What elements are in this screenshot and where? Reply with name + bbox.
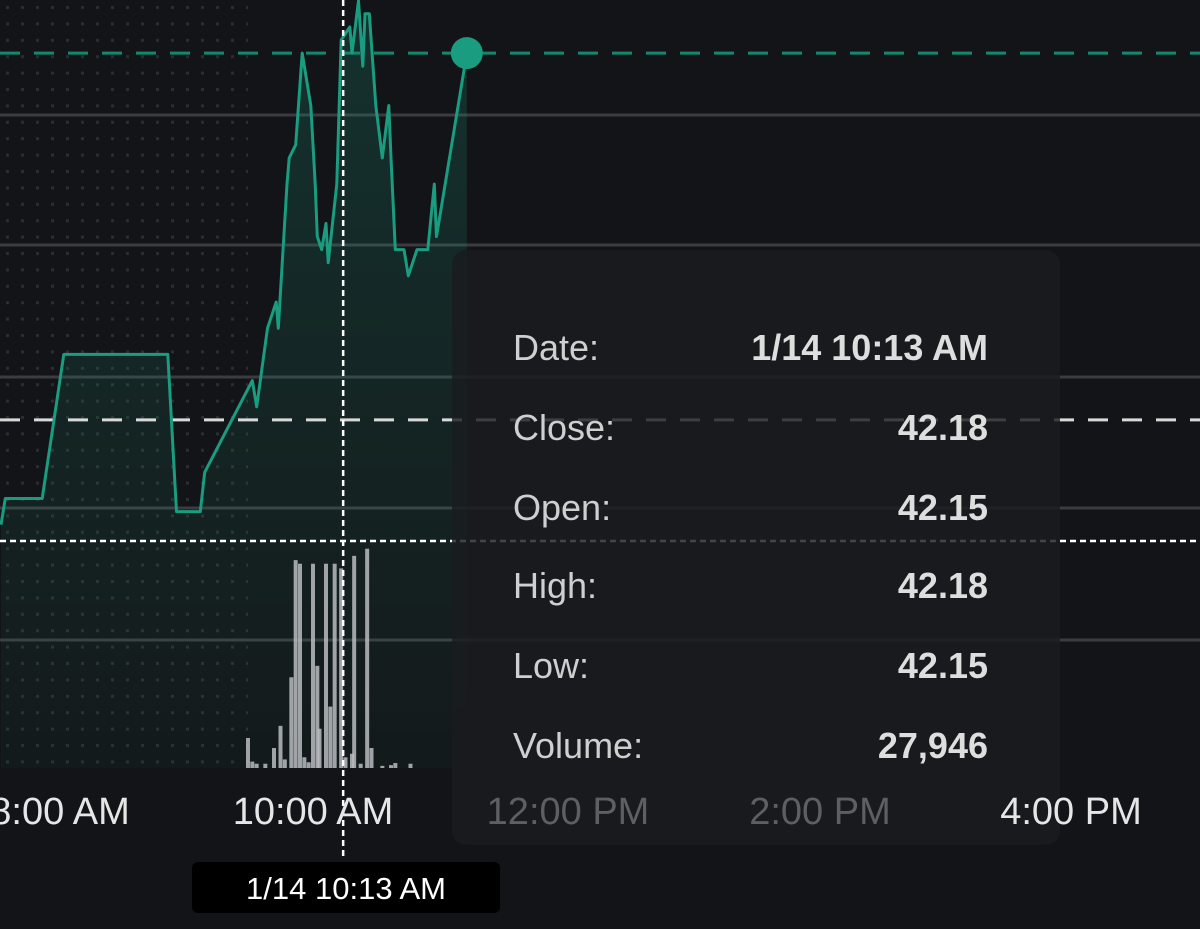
x-tick-label: 4:00 PM [1000, 791, 1142, 833]
volume-bar [324, 563, 328, 768]
tooltip-open-value: 42.15 [898, 487, 988, 528]
volume-bar [358, 763, 363, 768]
volume-bar [369, 748, 374, 768]
volume-bar [365, 548, 370, 768]
volume-bar [306, 762, 311, 768]
volume-bar [343, 757, 348, 768]
volume-bar [250, 761, 255, 768]
volume-bar [350, 753, 354, 768]
volume-bar [328, 706, 333, 768]
volume-bars [246, 548, 413, 768]
tooltip-high-value: 42.18 [898, 565, 988, 606]
volume-bar [380, 765, 385, 768]
tooltip-volume-value: 27,946 [878, 725, 988, 766]
tooltip-high-label: High: [513, 565, 597, 606]
tooltip-date-value: 1/14 10:13 AM [751, 327, 988, 368]
volume-bar [389, 765, 393, 768]
volume-bar [272, 748, 276, 768]
volume-bar [254, 763, 259, 768]
volume-bar [408, 763, 413, 768]
x-tick-label: 12:00 PM [487, 791, 650, 833]
x-tick-label: 10:00 AM [233, 791, 394, 833]
tooltip-low-label: Low: [513, 645, 589, 686]
volume-bar [332, 563, 337, 768]
tooltip-low-value: 42.15 [898, 645, 988, 686]
tooltip-date-label: Date: [513, 327, 599, 368]
price-line [0, 0, 469, 525]
volume-bar [278, 725, 283, 768]
volume-bar [339, 568, 344, 768]
crosshair-time-label: 1/14 10:13 AM [192, 862, 500, 913]
x-axis: 8:00 AM 10:00 AM 12:00 PM 2:00 PM 4:00 P… [0, 791, 1142, 833]
volume-bar [302, 757, 307, 768]
tooltip-close-value: 42.18 [898, 407, 988, 448]
tooltip-background [452, 250, 1060, 845]
volume-bar [315, 665, 320, 768]
volume-bar [311, 563, 315, 768]
volume-bar [298, 563, 302, 768]
volume-bar [393, 763, 398, 768]
volume-bar [293, 560, 298, 768]
x-tick-label: 2:00 PM [749, 791, 891, 833]
tooltip-close-label: Close: [513, 407, 615, 448]
tooltip-volume-label: Volume: [513, 725, 643, 766]
tooltip-open-label: Open: [513, 487, 611, 528]
last-price-dot [450, 37, 483, 70]
price-area-fill [1, 0, 467, 768]
tooltip: Date: 1/14 10:13 AM Close: 42.18 Open: 4… [513, 327, 988, 766]
volume-bar [289, 677, 294, 768]
volume-bar [263, 763, 268, 768]
volume-bar [352, 555, 357, 768]
volume-bar [317, 728, 322, 768]
crosshair-time-text: 1/14 10:13 AM [246, 871, 446, 906]
x-tick-label: 8:00 AM [0, 791, 130, 833]
volume-bar [282, 759, 287, 768]
volume-bar [246, 738, 250, 768]
